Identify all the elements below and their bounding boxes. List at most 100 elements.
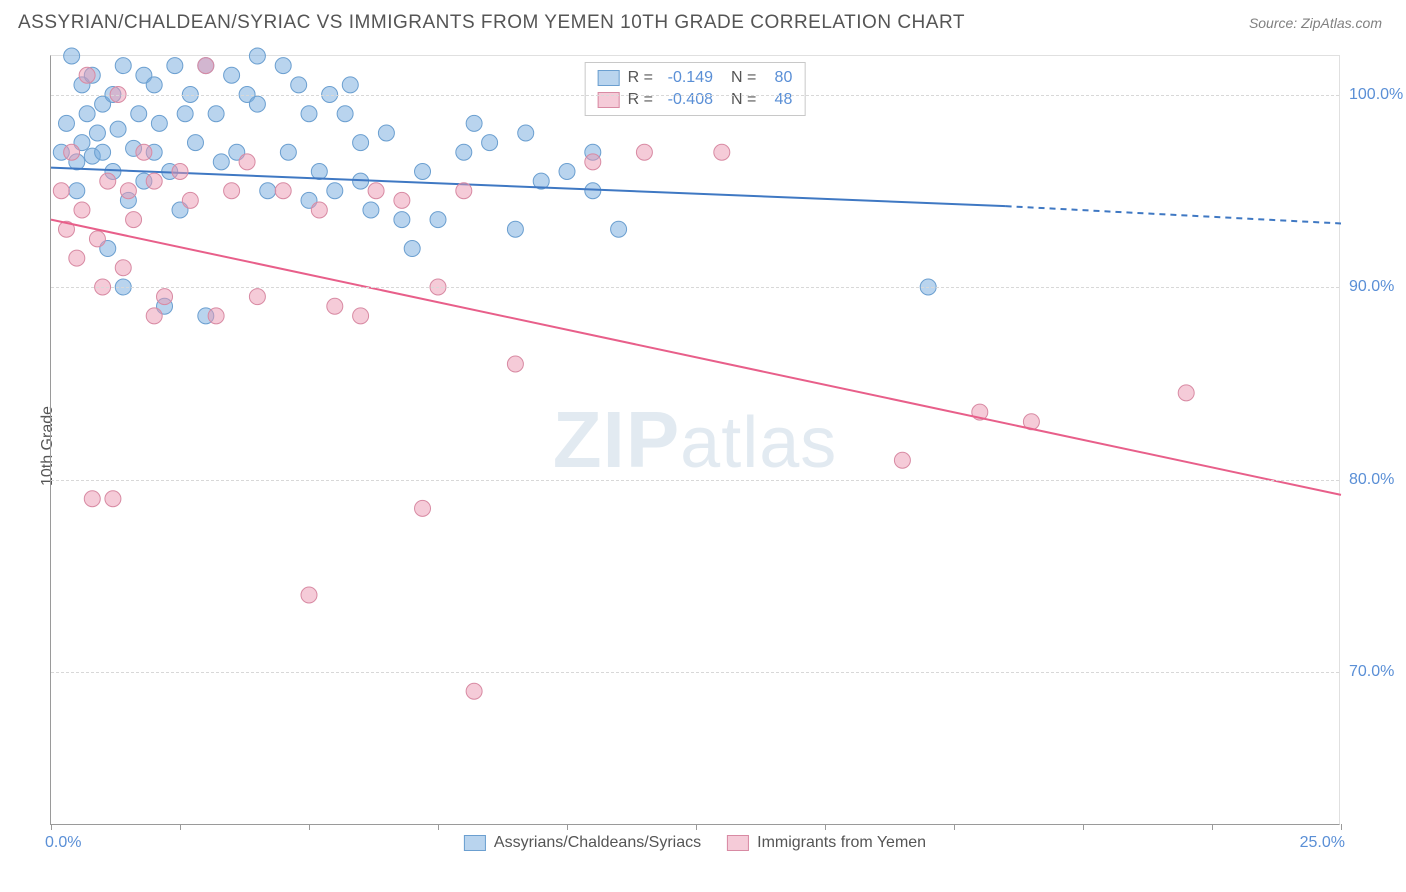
data-point — [342, 77, 358, 93]
data-point — [430, 212, 446, 228]
data-point — [84, 491, 100, 507]
data-point — [182, 192, 198, 208]
data-point — [89, 231, 105, 247]
data-point — [585, 154, 601, 170]
data-point — [172, 164, 188, 180]
data-point — [89, 125, 105, 141]
y-tick-label: 70.0% — [1349, 663, 1406, 681]
chart-plot-area: ZIPatlas R =-0.149N =80R =-0.408N =48 As… — [50, 55, 1340, 825]
data-point — [100, 173, 116, 189]
data-point — [466, 683, 482, 699]
data-point — [353, 308, 369, 324]
data-point — [208, 308, 224, 324]
data-point — [518, 125, 534, 141]
legend-row: R = -0.149 N = 80 — [598, 67, 793, 89]
legend-swatch — [464, 835, 486, 851]
data-point — [337, 106, 353, 122]
legend-r-value: -0.149 — [661, 69, 713, 87]
data-point — [301, 587, 317, 603]
data-point — [507, 356, 523, 372]
data-point — [456, 183, 472, 199]
correlation-legend: R =-0.149N =80R =-0.408N =48 — [585, 62, 806, 116]
data-point — [79, 106, 95, 122]
data-point — [167, 58, 183, 74]
gridline — [51, 480, 1339, 481]
legend-n-value: 80 — [764, 69, 792, 87]
data-point — [415, 164, 431, 180]
data-point — [280, 144, 296, 160]
data-point — [146, 173, 162, 189]
x-tick — [567, 824, 568, 830]
x-tick — [825, 824, 826, 830]
data-point — [131, 106, 147, 122]
data-point — [110, 121, 126, 137]
scatter-svg — [51, 56, 1339, 824]
data-point — [311, 202, 327, 218]
x-axis-min-label: 0.0% — [45, 834, 81, 852]
data-point — [301, 106, 317, 122]
data-point — [105, 491, 121, 507]
data-point — [177, 106, 193, 122]
data-point — [482, 135, 498, 151]
data-point — [507, 221, 523, 237]
data-point — [249, 96, 265, 112]
series-legend: Assyrians/Chaldeans/Syriacs Immigrants fr… — [464, 834, 926, 852]
data-point — [311, 164, 327, 180]
legend-swatch — [598, 70, 620, 86]
data-point — [1178, 385, 1194, 401]
data-point — [714, 144, 730, 160]
data-point — [224, 67, 240, 83]
x-tick — [1212, 824, 1213, 830]
data-point — [585, 183, 601, 199]
data-point — [213, 154, 229, 170]
legend-label: Immigrants from Yemen — [757, 834, 926, 852]
data-point — [415, 500, 431, 516]
data-point — [146, 308, 162, 324]
trend-line — [51, 220, 1341, 495]
data-point — [146, 77, 162, 93]
data-point — [187, 135, 203, 151]
data-point — [327, 183, 343, 199]
legend-label: Assyrians/Chaldeans/Syriacs — [494, 834, 701, 852]
data-point — [363, 202, 379, 218]
data-point — [611, 221, 627, 237]
legend-item: Assyrians/Chaldeans/Syriacs — [464, 834, 701, 852]
data-point — [53, 183, 69, 199]
data-point — [69, 183, 85, 199]
y-tick-label: 90.0% — [1349, 278, 1406, 296]
data-point — [74, 202, 90, 218]
x-tick — [1083, 824, 1084, 830]
source-label: Source: ZipAtlas.com — [1249, 15, 1382, 31]
data-point — [368, 183, 384, 199]
trend-line-extrapolated — [1006, 206, 1341, 223]
x-tick — [1341, 824, 1342, 830]
data-point — [249, 48, 265, 64]
data-point — [239, 154, 255, 170]
x-tick — [696, 824, 697, 830]
data-point — [466, 115, 482, 131]
data-point — [64, 48, 80, 64]
x-tick — [438, 824, 439, 830]
legend-r-label: R = — [628, 69, 653, 87]
x-axis-max-label: 25.0% — [1300, 834, 1345, 852]
data-point — [126, 212, 142, 228]
data-point — [79, 67, 95, 83]
data-point — [275, 58, 291, 74]
x-tick — [51, 824, 52, 830]
legend-item: Immigrants from Yemen — [727, 834, 926, 852]
data-point — [353, 135, 369, 151]
data-point — [260, 183, 276, 199]
gridline — [51, 672, 1339, 673]
data-point — [291, 77, 307, 93]
x-tick — [954, 824, 955, 830]
data-point — [249, 289, 265, 305]
data-point — [394, 192, 410, 208]
data-point — [275, 183, 291, 199]
data-point — [894, 452, 910, 468]
data-point — [64, 144, 80, 160]
legend-n-label: N = — [731, 69, 756, 87]
data-point — [58, 115, 74, 131]
data-point — [456, 144, 472, 160]
data-point — [115, 58, 131, 74]
data-point — [378, 125, 394, 141]
